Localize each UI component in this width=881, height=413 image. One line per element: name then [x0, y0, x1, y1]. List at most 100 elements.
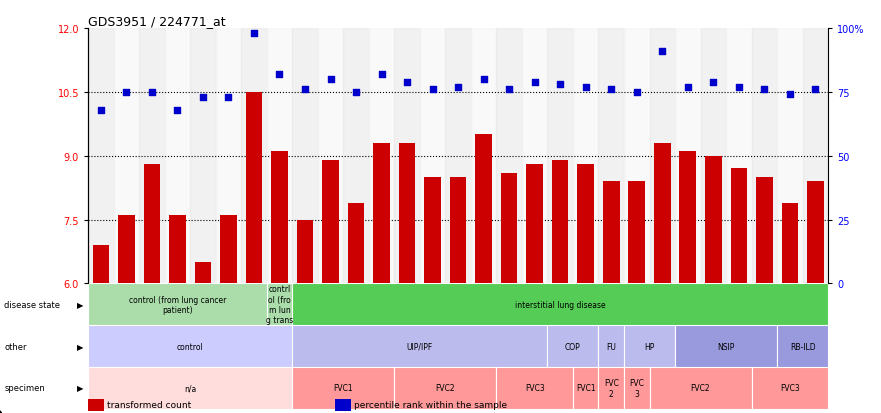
- Text: FVC2: FVC2: [691, 384, 710, 392]
- Point: [528, 79, 542, 86]
- Bar: [450, 178, 466, 284]
- Text: ▶: ▶: [78, 300, 84, 309]
- Bar: [267, 29, 292, 284]
- Text: GDS3951 / 224771_at: GDS3951 / 224771_at: [88, 15, 226, 28]
- Point: [477, 76, 491, 83]
- Bar: [501, 173, 517, 284]
- Point: [758, 87, 772, 93]
- Text: other: other: [4, 342, 27, 351]
- Bar: [88, 367, 292, 409]
- Bar: [318, 29, 344, 284]
- Bar: [93, 246, 109, 284]
- Bar: [292, 367, 395, 409]
- Bar: [598, 325, 624, 367]
- Text: contrl
ol (fro
m lun
g trans: contrl ol (fro m lun g trans: [266, 285, 293, 325]
- Bar: [292, 29, 318, 284]
- Bar: [700, 29, 726, 284]
- Bar: [547, 29, 573, 284]
- Text: FVC
2: FVC 2: [603, 378, 618, 398]
- Bar: [476, 135, 492, 284]
- Point: [732, 84, 746, 91]
- Bar: [216, 29, 241, 284]
- Bar: [803, 29, 828, 284]
- Bar: [624, 29, 649, 284]
- Bar: [190, 29, 216, 284]
- Bar: [649, 29, 675, 284]
- Text: ▶: ▶: [78, 384, 84, 392]
- Bar: [195, 263, 211, 284]
- Bar: [777, 29, 803, 284]
- Bar: [649, 367, 751, 409]
- Text: control (from lung cancer
patient): control (from lung cancer patient): [129, 295, 226, 314]
- Bar: [470, 29, 496, 284]
- Text: percentile rank within the sample: percentile rank within the sample: [354, 400, 507, 409]
- Bar: [654, 144, 670, 284]
- Bar: [807, 182, 824, 284]
- Point: [604, 87, 618, 93]
- Bar: [420, 29, 446, 284]
- Point: [579, 84, 593, 91]
- Bar: [577, 165, 594, 284]
- Bar: [425, 178, 440, 284]
- Text: control: control: [177, 342, 204, 351]
- Point: [196, 95, 210, 101]
- Text: specimen: specimen: [4, 384, 45, 392]
- Point: [170, 107, 184, 114]
- Bar: [446, 29, 470, 284]
- Bar: [573, 29, 598, 284]
- Bar: [241, 29, 267, 284]
- Point: [144, 89, 159, 96]
- Bar: [756, 178, 773, 284]
- Bar: [220, 216, 237, 284]
- Bar: [675, 325, 777, 367]
- Bar: [292, 284, 828, 325]
- Point: [221, 95, 235, 101]
- Text: FVC3: FVC3: [525, 384, 544, 392]
- Bar: [322, 161, 339, 284]
- Text: transformed count: transformed count: [107, 400, 192, 409]
- Bar: [369, 29, 395, 284]
- Bar: [598, 29, 624, 284]
- Bar: [705, 157, 722, 284]
- Bar: [496, 29, 522, 284]
- Bar: [777, 325, 828, 367]
- Bar: [628, 182, 645, 284]
- Bar: [165, 29, 190, 284]
- Bar: [624, 367, 649, 409]
- Bar: [348, 203, 365, 284]
- Bar: [679, 152, 696, 284]
- Text: interstitial lung disease: interstitial lung disease: [515, 300, 605, 309]
- Bar: [88, 284, 267, 325]
- Point: [93, 107, 107, 114]
- Bar: [344, 29, 369, 284]
- Point: [272, 71, 286, 78]
- Bar: [526, 165, 543, 284]
- Text: RB-ILD: RB-ILD: [789, 342, 816, 351]
- Text: ▶: ▶: [78, 342, 84, 351]
- Text: FVC1: FVC1: [576, 384, 596, 392]
- Bar: [547, 325, 598, 367]
- Bar: [169, 216, 186, 284]
- Bar: [267, 284, 292, 325]
- Bar: [603, 182, 619, 284]
- Text: UIP/IPF: UIP/IPF: [407, 342, 433, 351]
- Bar: [522, 29, 547, 284]
- Point: [681, 84, 695, 91]
- Point: [553, 82, 567, 88]
- Bar: [751, 367, 828, 409]
- Text: FU: FU: [606, 342, 616, 351]
- Point: [655, 49, 670, 55]
- Bar: [730, 169, 747, 284]
- Bar: [573, 367, 598, 409]
- Text: FVC1: FVC1: [334, 384, 353, 392]
- Bar: [118, 216, 135, 284]
- Bar: [395, 29, 420, 284]
- Bar: [144, 165, 160, 284]
- Bar: [399, 144, 415, 284]
- Bar: [496, 367, 573, 409]
- Point: [400, 79, 414, 86]
- Text: HP: HP: [644, 342, 655, 351]
- Bar: [297, 220, 314, 284]
- Bar: [292, 325, 547, 367]
- Text: FVC3: FVC3: [780, 384, 800, 392]
